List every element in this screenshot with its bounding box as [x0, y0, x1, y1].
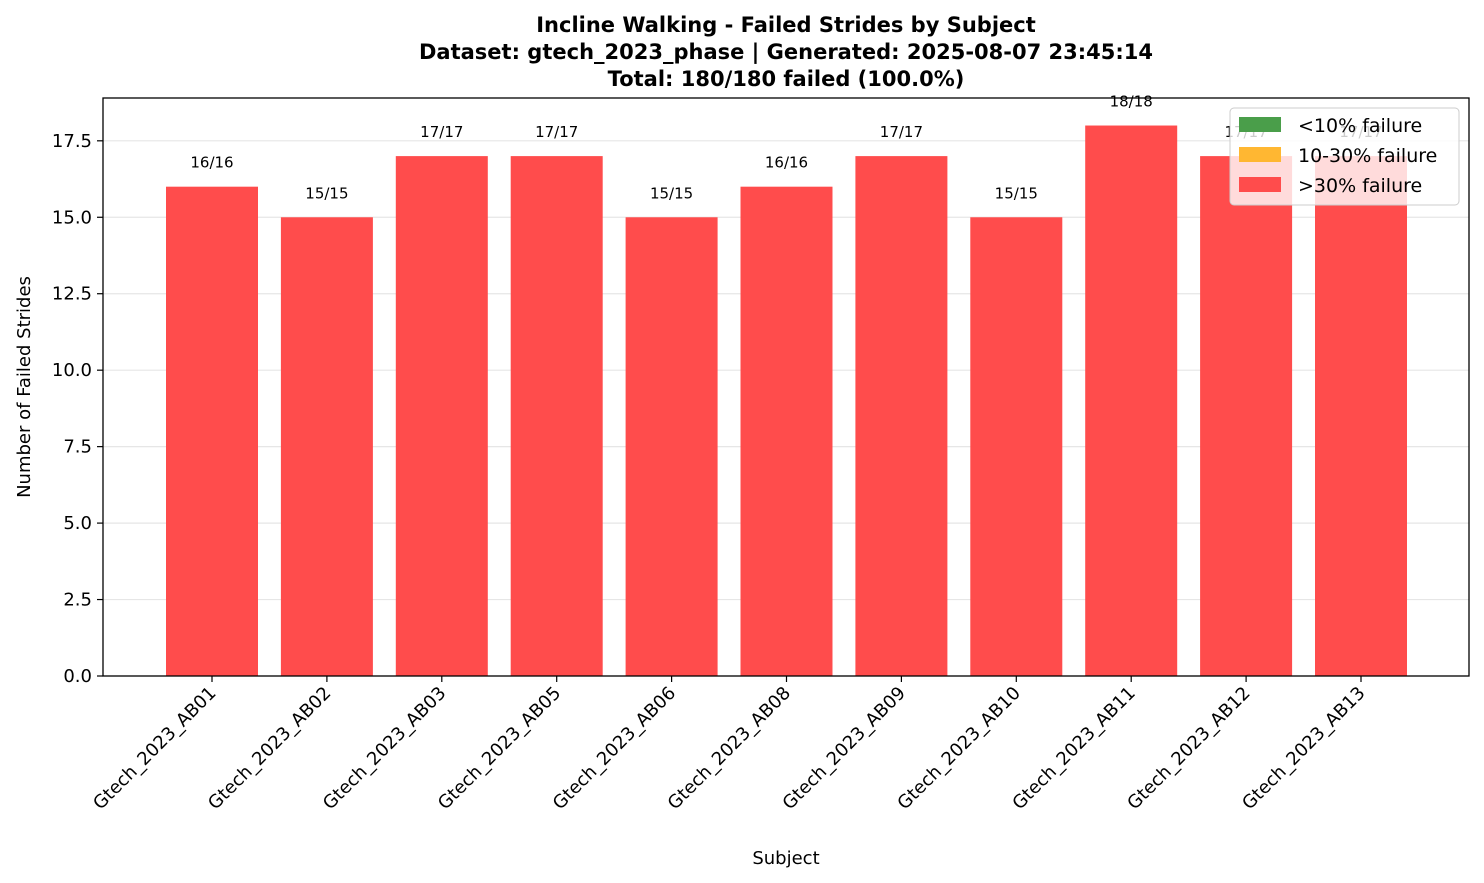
bar — [855, 156, 948, 676]
bar — [510, 156, 603, 676]
x-axis-label: Subject — [752, 848, 819, 869]
y-tick-label: 7.5 — [63, 437, 92, 458]
x-tick-label: Gtech_2023_AB11 — [1008, 683, 1139, 814]
x-tick-label: Gtech_2023_AB05 — [434, 683, 565, 814]
bar-data-label: 17/17 — [420, 123, 463, 141]
bar — [280, 217, 373, 676]
y-tick-label: 0.0 — [63, 666, 92, 687]
bar — [1315, 156, 1407, 676]
chart-title-line-1: Incline Walking - Failed Strides by Subj… — [536, 13, 1036, 37]
y-tick-label: 5.0 — [63, 513, 92, 534]
legend-label: >30% failure — [1298, 175, 1422, 197]
x-tick-label: Gtech_2023_AB01 — [89, 683, 220, 814]
y-tick-label: 12.5 — [52, 284, 92, 305]
x-tick-label: Gtech_2023_AB13 — [1238, 683, 1369, 814]
bar-data-label: 16/16 — [765, 154, 808, 172]
bar-data-label: 15/15 — [995, 184, 1038, 202]
bar-data-label: 15/15 — [650, 184, 693, 202]
x-tick-label: Gtech_2023_AB08 — [664, 683, 795, 814]
legend-swatch — [1239, 117, 1281, 132]
x-tick-label: Gtech_2023_AB09 — [779, 683, 910, 814]
bar — [740, 186, 833, 676]
y-tick-label: 15.0 — [52, 207, 92, 228]
x-tick-label: Gtech_2023_AB02 — [204, 683, 335, 814]
bar — [1085, 125, 1178, 677]
legend-swatch — [1239, 177, 1281, 192]
bar-data-label: 15/15 — [305, 184, 348, 202]
bar-data-label: 17/17 — [535, 123, 578, 141]
x-tick-label: Gtech_2023_AB06 — [549, 683, 680, 814]
legend-box — [1229, 107, 1460, 206]
y-axis-ticks: 0.0 2.5 5.0 7.5 10.0 12.5 15.0 17.5 — [52, 131, 103, 687]
legend-label: 10-30% failure — [1298, 145, 1437, 167]
legend: <10% failure 10-30% failure >30% failure — [1229, 107, 1460, 206]
chart-title-line-3: Total: 180/180 failed (100.0%) — [608, 67, 965, 91]
bar — [166, 186, 258, 676]
chart-title: Incline Walking - Failed Strides by Subj… — [419, 13, 1153, 91]
bar — [395, 156, 488, 676]
bars — [166, 125, 1407, 677]
y-axis-label: Number of Failed Strides — [14, 276, 35, 498]
bar-data-label: 17/17 — [880, 123, 923, 141]
legend-label: <10% failure — [1298, 115, 1422, 137]
y-tick-label: 2.5 — [63, 590, 92, 611]
x-tick-label: Gtech_2023_AB10 — [893, 683, 1024, 814]
bar-data-label: 18/18 — [1110, 93, 1153, 111]
x-axis-ticks: Gtech_2023_AB01Gtech_2023_AB02Gtech_2023… — [89, 676, 1370, 814]
x-tick-label: Gtech_2023_AB03 — [319, 683, 450, 814]
legend-swatch — [1239, 147, 1281, 162]
bar — [625, 217, 718, 676]
bar-data-label: 16/16 — [190, 154, 233, 172]
chart-title-line-2: Dataset: gtech_2023_phase | Generated: 2… — [419, 40, 1153, 65]
bar — [1200, 156, 1293, 676]
y-tick-label: 10.0 — [52, 360, 92, 381]
y-tick-label: 17.5 — [52, 131, 92, 152]
x-tick-label: Gtech_2023_AB12 — [1123, 683, 1254, 814]
bar — [970, 217, 1063, 676]
